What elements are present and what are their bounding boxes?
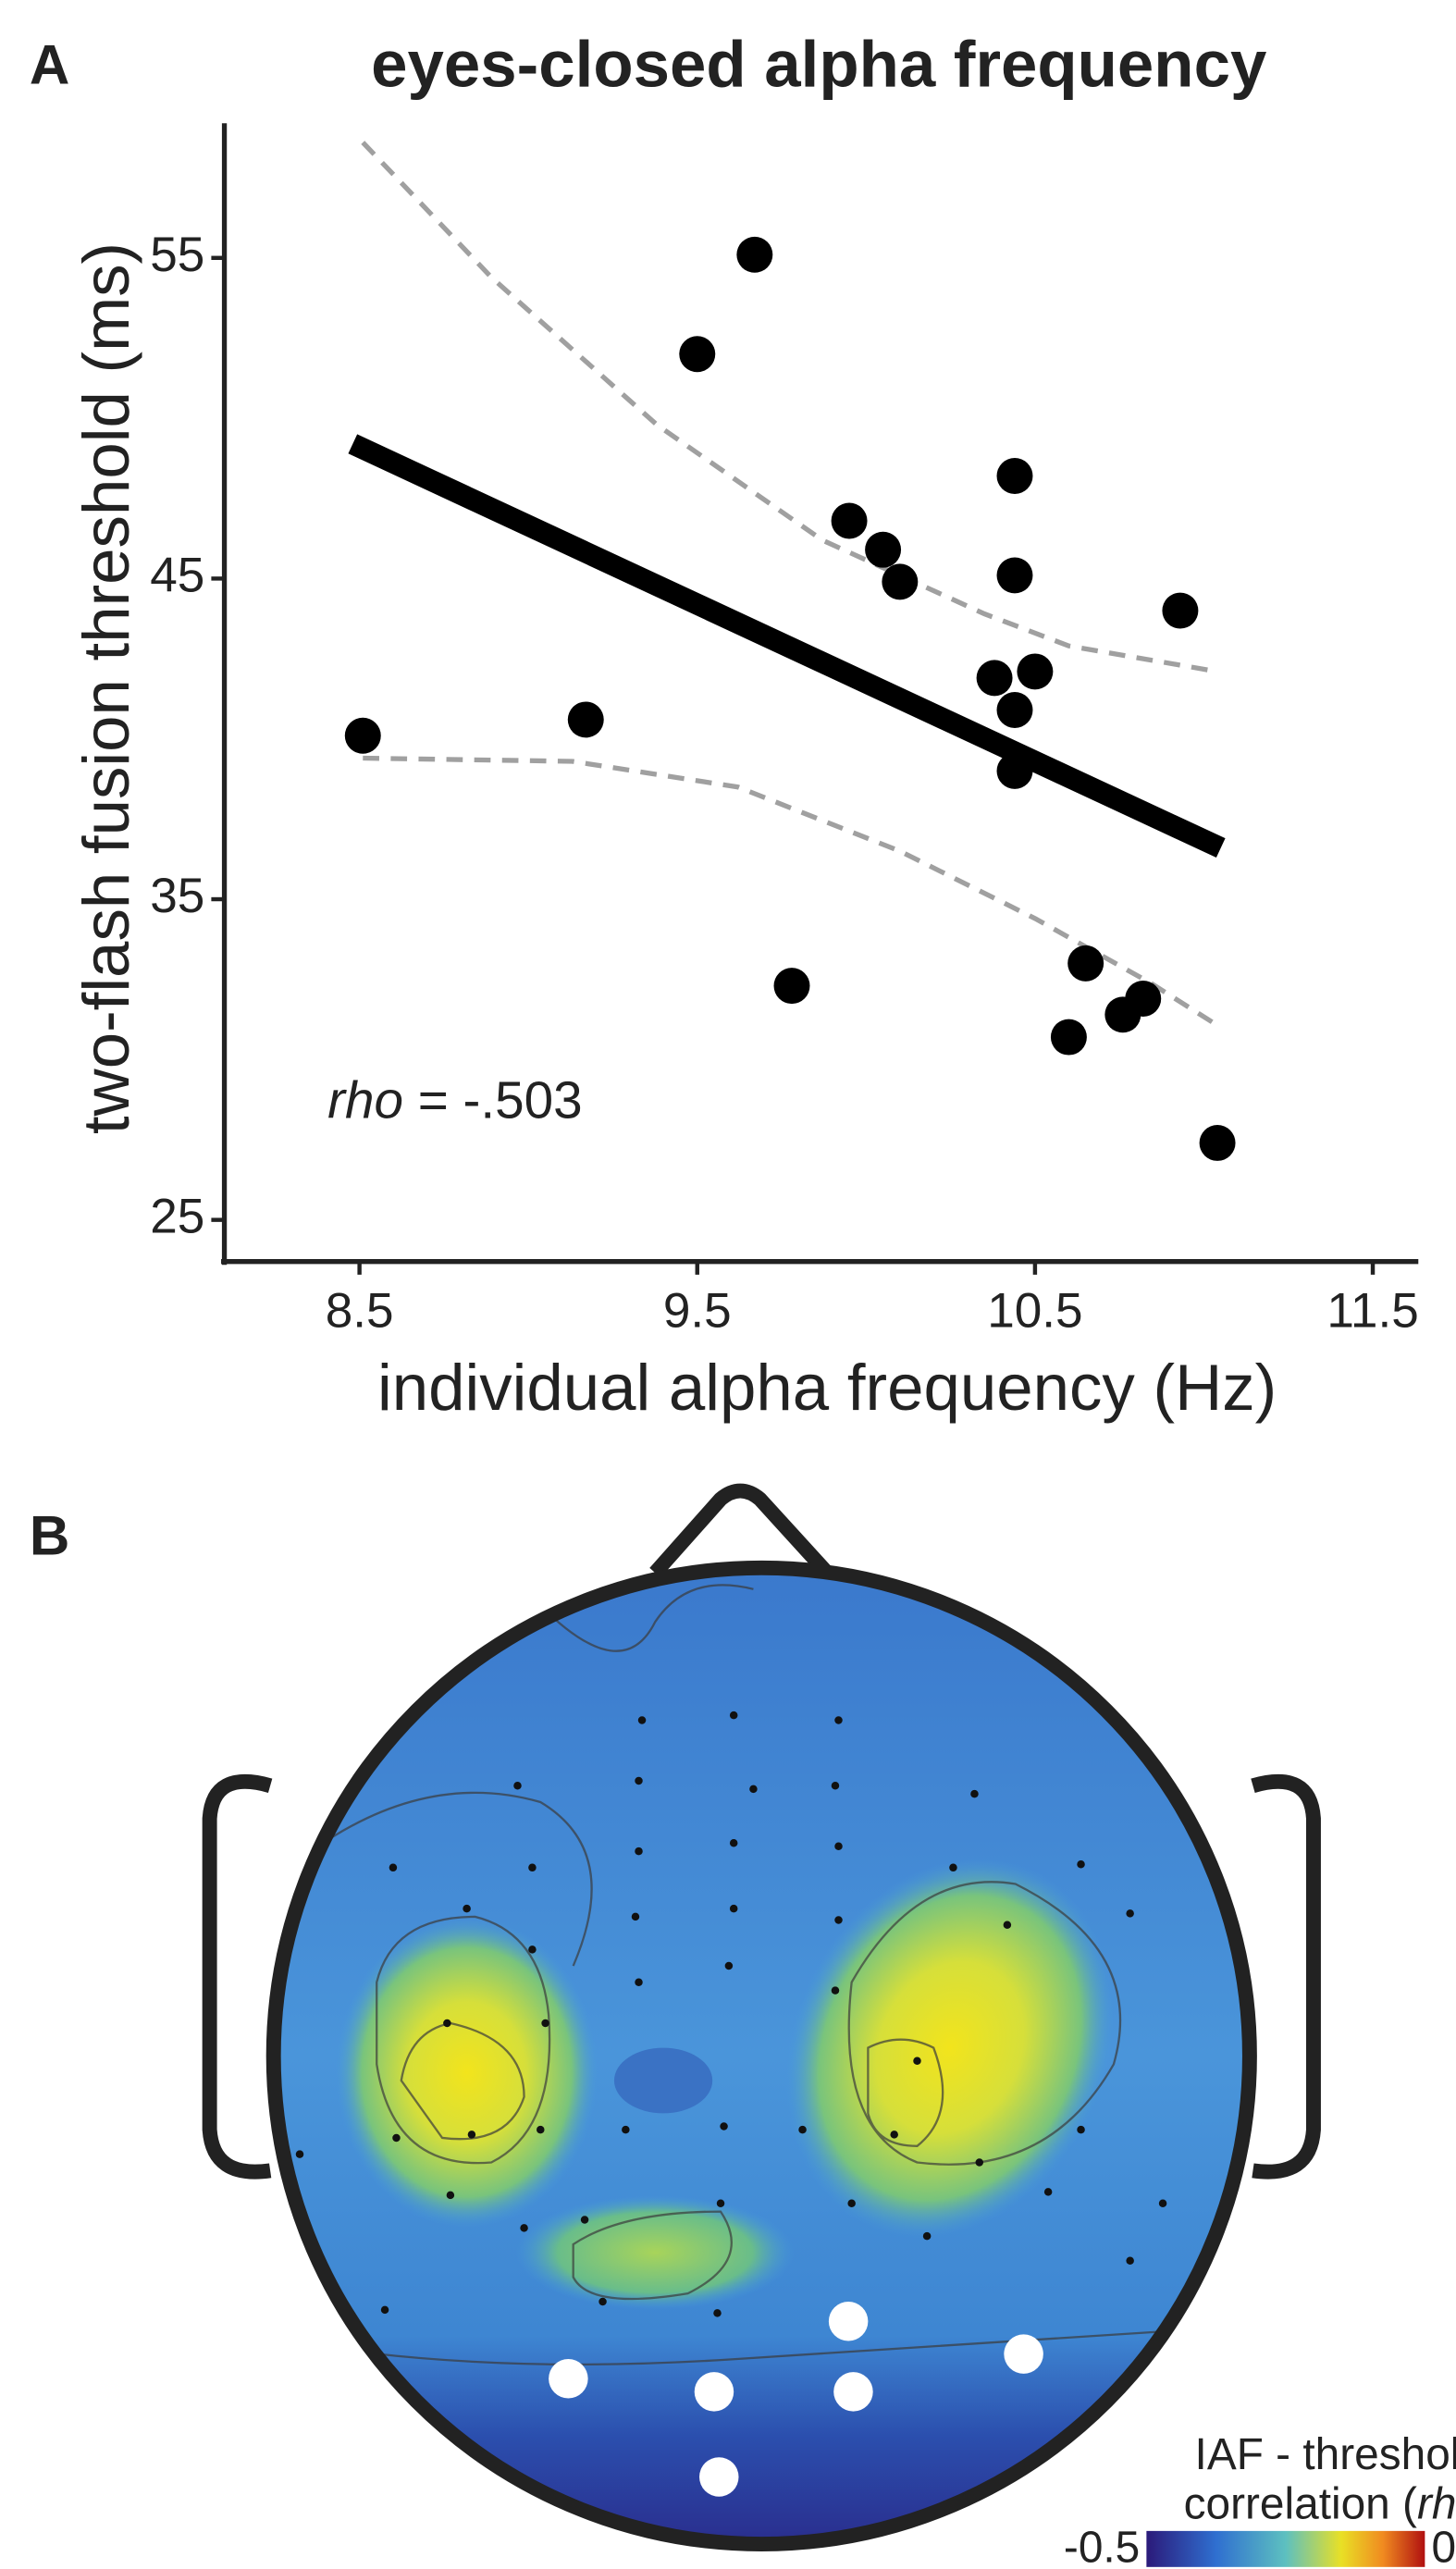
ear xyxy=(202,1773,273,2180)
point xyxy=(1067,945,1104,982)
point xyxy=(996,458,1033,494)
point xyxy=(1017,653,1054,690)
x-tick-label: 8.5 xyxy=(326,1283,394,1338)
colorbar-title-part: rho xyxy=(1417,2479,1456,2528)
significant-electrodes xyxy=(549,2301,1043,2497)
point xyxy=(865,531,902,568)
point xyxy=(996,557,1033,594)
point xyxy=(1162,592,1199,629)
y-tick-label: 35 xyxy=(150,869,204,923)
confidence-band xyxy=(363,755,1223,1030)
point xyxy=(344,717,381,754)
colorbar-title: correlation (rho) xyxy=(1184,2479,1456,2528)
point xyxy=(1050,1019,1087,1056)
annotation: rho = -.503 xyxy=(327,1072,583,1130)
point xyxy=(679,336,716,373)
point xyxy=(996,752,1033,789)
colorbar-title: IAF - threshold xyxy=(1195,2430,1456,2479)
confidence-band xyxy=(361,141,1218,674)
panel-label: A xyxy=(30,34,69,96)
regression-line xyxy=(348,434,1226,858)
point xyxy=(1104,996,1141,1033)
point xyxy=(976,660,1013,697)
topo-blob xyxy=(613,2047,713,2114)
x-tick-label: 11.5 xyxy=(1326,1283,1418,1338)
colorbar-tick-label: 0.5 xyxy=(1431,2524,1456,2569)
nose xyxy=(649,1483,833,1578)
topo-blob xyxy=(785,1858,1114,2238)
colorbar: IAF - threshold correlation (rho) -0.5 0.… xyxy=(1064,2430,1456,2569)
annotation-text: = -.503 xyxy=(403,1072,583,1130)
colorbar-tick-label: -0.5 xyxy=(1064,2524,1140,2569)
point xyxy=(567,701,604,738)
topomap xyxy=(202,1483,1321,2552)
point xyxy=(831,502,868,539)
plot-area: 25 35 45 55 8.5 9.5 10.5 11.5 xyxy=(150,141,1419,1338)
x-axis-label: individual alpha frequency (Hz) xyxy=(377,1352,1277,1425)
electrodes xyxy=(295,1711,1167,2317)
contour xyxy=(294,1584,1245,2366)
y-tick-label: 25 xyxy=(150,1190,204,1244)
chart-title: eyes-closed alpha frequency xyxy=(371,28,1266,101)
point xyxy=(882,563,919,600)
point xyxy=(996,692,1033,728)
x-tick-label: 10.5 xyxy=(987,1283,1082,1338)
y-tick-label: 45 xyxy=(150,548,204,602)
topo-blob xyxy=(335,1916,598,2229)
y-tick-label: 55 xyxy=(150,228,204,282)
topo-blob xyxy=(515,2194,795,2310)
x-tick-label: 9.5 xyxy=(663,1283,732,1338)
topo-field xyxy=(273,1567,1250,2545)
colorbar-ticks: -0.5 0.5 xyxy=(1064,2524,1456,2569)
annotation-symbol: rho xyxy=(327,1072,403,1130)
point xyxy=(773,968,810,1005)
head-outline xyxy=(265,1560,1257,2552)
colorbar-scale xyxy=(1146,2530,1425,2567)
ear xyxy=(1251,1773,1321,2180)
point xyxy=(736,236,773,273)
colorbar-title-part: correlation ( xyxy=(1184,2479,1417,2528)
y-axis-label: two-flash fusion threshold (ms) xyxy=(70,242,143,1134)
panel-label: B xyxy=(30,1505,69,1567)
point xyxy=(1199,1124,1236,1161)
